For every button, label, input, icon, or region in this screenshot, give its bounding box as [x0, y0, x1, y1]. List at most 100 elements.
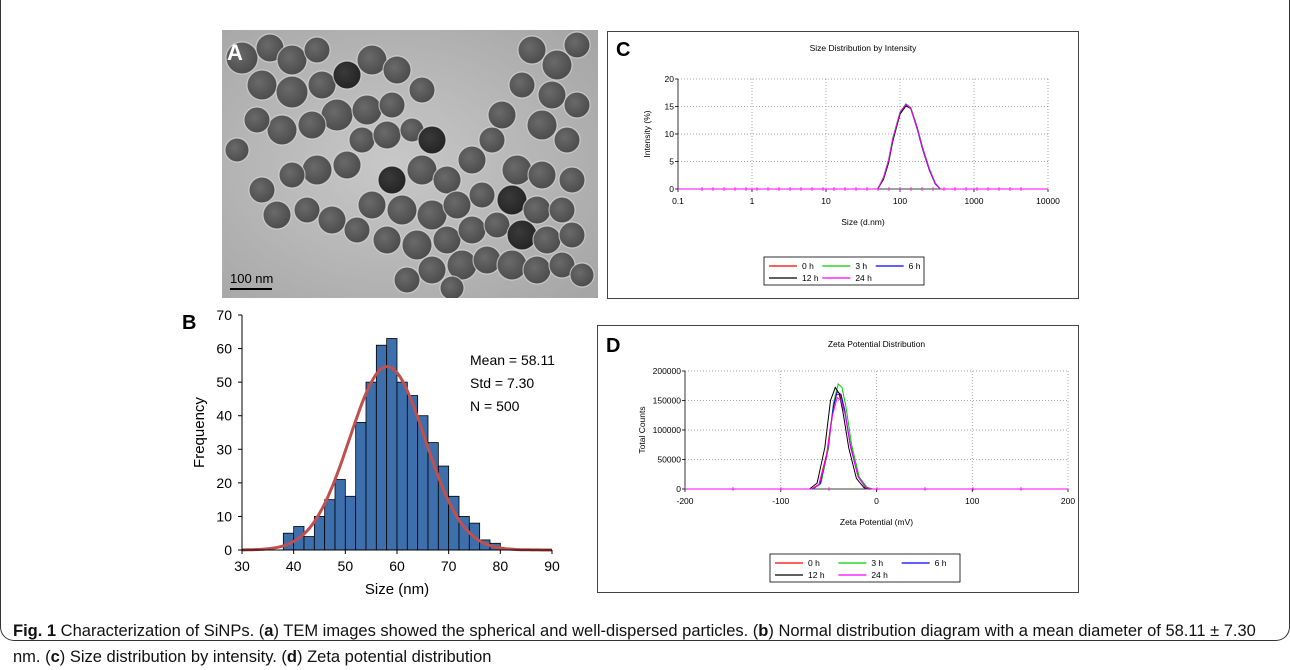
- nanoparticle: [558, 166, 586, 194]
- nanoparticle: [266, 114, 298, 146]
- legend-label: 12 h: [808, 570, 825, 580]
- nanoparticle: [457, 145, 487, 175]
- panel-label-a: A: [227, 40, 243, 65]
- size-distribution-chart: C Size Distribution by Intensity 0 5 10 15 20 0…: [616, 39, 1060, 286]
- nanoparticle: [382, 55, 412, 85]
- histogram-bar: [355, 422, 367, 551]
- legend-label: 24 h: [871, 570, 888, 580]
- y-tick-label: 20: [216, 475, 232, 491]
- y-tick-label: 30: [216, 441, 232, 457]
- panel-label-c: C: [616, 39, 630, 61]
- caption-panel-letter: b: [758, 622, 769, 640]
- nanoparticle: [432, 165, 462, 195]
- histogram-bar: [303, 536, 315, 551]
- nanoparticle: [262, 200, 292, 230]
- nanoparticle: [483, 211, 511, 239]
- x-tick-label: 90: [544, 558, 560, 574]
- nanoparticle: [246, 69, 278, 101]
- x-tick-label: 100: [965, 496, 979, 506]
- nanoparticle: [472, 245, 502, 275]
- nanoparticle: [224, 137, 250, 163]
- nanoparticle: [243, 106, 271, 134]
- x-tick-label: 40: [286, 558, 302, 574]
- series-line-3h: [685, 383, 1068, 490]
- caption-text: ) Normal distribution diagram with a mea…: [13, 622, 1256, 666]
- panel-b-histogram: B 0 10 20 30 40 50 60 70 30 40 50 60 70 80 90 Size (nm) F…: [180, 305, 600, 605]
- x-tick-label: 70: [441, 558, 457, 574]
- histogram-bar: [375, 344, 388, 551]
- nanoparticle: [548, 196, 576, 224]
- x-tick-label: 1000: [965, 196, 984, 206]
- zeta-potential-chart: D Zeta Potential Distribution 0 50000 100000…: [606, 335, 1075, 583]
- nanoparticle: [527, 160, 557, 190]
- series-line-24h: [678, 103, 1048, 190]
- y-tick-label: 0: [676, 484, 681, 494]
- nanoparticle: [442, 190, 472, 220]
- y-tick-label: 150000: [653, 396, 682, 406]
- nanoparticle: [293, 196, 321, 224]
- panel-d-zeta-distribution: D Zeta Potential Distribution 0 50000 100000…: [597, 325, 1079, 593]
- chart-title: Zeta Potential Distribution: [828, 339, 926, 349]
- nanoparticle: [439, 275, 465, 298]
- x-axis-title: Size (d.nm): [841, 217, 885, 227]
- nanoparticle: [303, 36, 331, 64]
- x-tick-label: 10000: [1036, 196, 1060, 206]
- tem-micrograph: A 100 nm: [222, 30, 598, 298]
- nanoparticle: [537, 80, 567, 110]
- nanoparticle: [417, 125, 447, 155]
- y-tick-label: 40: [216, 408, 232, 424]
- x-tick-label: -200: [676, 496, 693, 506]
- y-tick-label: 15: [665, 102, 675, 112]
- caption-text: ) Zeta potential distribution: [297, 648, 492, 666]
- series-line-24h: [685, 396, 1068, 490]
- series-line-12h: [678, 105, 1048, 190]
- y-tick-label: 50: [216, 374, 232, 390]
- nanoparticle: [225, 41, 259, 75]
- legend: 0 h 3 h 6 h 12 h 24 h: [769, 553, 961, 583]
- nanoparticle: [317, 205, 347, 235]
- y-tick-label: 10: [665, 129, 675, 139]
- caption-text: Characterization of SiNPs. (: [56, 622, 265, 640]
- scale-bar-label: 100 nm: [230, 271, 273, 286]
- series-line-0h: [678, 104, 1048, 190]
- nanoparticle: [501, 154, 533, 186]
- panel-c-size-distribution: C Size Distribution by Intensity 0 5 10 15 20 0…: [607, 31, 1079, 299]
- x-tick-label: 100: [893, 196, 907, 206]
- legend-label: 6 h: [909, 261, 921, 271]
- nanoparticle: [541, 49, 573, 81]
- nanoparticle: [372, 120, 402, 150]
- y-axis-title: Frequency: [191, 397, 208, 468]
- legend-label: 3 h: [871, 558, 883, 568]
- nanoparticle: [563, 31, 591, 59]
- panel-a-tem-image: A 100 nm: [222, 30, 598, 298]
- x-tick-label: 60: [389, 558, 405, 574]
- legend-label: 0 h: [802, 261, 814, 271]
- histogram-bar: [406, 395, 419, 551]
- legend-label: 0 h: [808, 558, 820, 568]
- x-tick-label: 0.1: [672, 196, 684, 206]
- nanoparticle: [468, 181, 496, 209]
- normal-fit-curve: [242, 365, 552, 552]
- nanoparticle: [348, 126, 376, 154]
- figure-caption: Fig. 1 Characterization of SiNPs. (a) TE…: [13, 618, 1275, 670]
- histogram-bar: [365, 381, 377, 551]
- histogram-chart: B 0 10 20 30 40 50 60 70 30 40 50 60 70 80 90 Size (nm) F…: [182, 307, 560, 598]
- x-tick-label: 1: [750, 196, 755, 206]
- nanoparticle: [372, 225, 402, 255]
- nanoparticle: [558, 221, 586, 249]
- nanoparticle: [522, 255, 552, 285]
- nanoparticle: [478, 126, 506, 154]
- nanoparticle: [377, 165, 407, 195]
- nanoparticle: [496, 249, 528, 281]
- nanoparticle: [343, 216, 371, 244]
- x-tick-label: 30: [234, 558, 250, 574]
- panel-label-b: B: [182, 312, 196, 334]
- y-tick-label: 200000: [653, 366, 682, 376]
- legend-label: 6 h: [935, 558, 947, 568]
- legend-label: 24 h: [855, 273, 872, 283]
- nanoparticle: [278, 161, 306, 189]
- nanoparticle: [275, 75, 309, 109]
- nanoparticle: [517, 35, 547, 65]
- nanoparticle: [522, 195, 552, 225]
- x-axis-title: Size (nm): [365, 581, 429, 598]
